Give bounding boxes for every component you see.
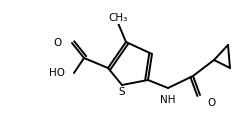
Text: CH₃: CH₃ (108, 13, 128, 23)
Text: NH: NH (160, 95, 176, 105)
Text: HO: HO (49, 68, 65, 78)
Text: S: S (119, 87, 125, 97)
Text: O: O (207, 98, 215, 108)
Text: O: O (54, 38, 62, 48)
